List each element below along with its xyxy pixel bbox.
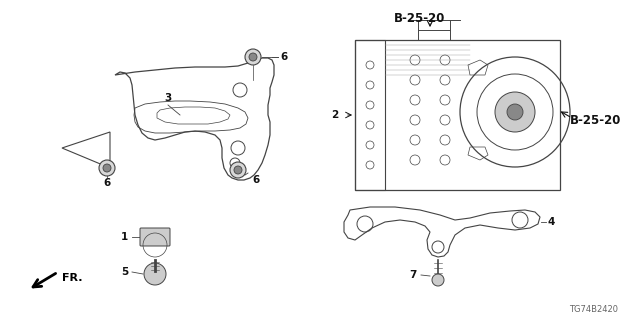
- Text: 7: 7: [410, 270, 417, 280]
- Circle shape: [249, 53, 257, 61]
- Text: 6: 6: [280, 52, 287, 62]
- Text: TG74B2420: TG74B2420: [569, 306, 618, 315]
- Circle shape: [245, 49, 261, 65]
- Circle shape: [230, 162, 246, 178]
- Text: 6: 6: [104, 178, 111, 188]
- Text: B-25-20: B-25-20: [394, 12, 445, 25]
- Text: 5: 5: [121, 267, 128, 277]
- Text: B-25-20: B-25-20: [570, 114, 621, 126]
- Circle shape: [507, 104, 523, 120]
- Circle shape: [103, 164, 111, 172]
- Text: 3: 3: [164, 93, 172, 103]
- Text: 2: 2: [331, 110, 338, 120]
- Text: 6: 6: [252, 175, 259, 185]
- Circle shape: [432, 274, 444, 286]
- Text: 1: 1: [121, 232, 128, 242]
- Text: 4: 4: [548, 217, 556, 227]
- Circle shape: [144, 263, 166, 285]
- Circle shape: [99, 160, 115, 176]
- FancyBboxPatch shape: [140, 228, 170, 246]
- Circle shape: [234, 166, 242, 174]
- Text: FR.: FR.: [62, 273, 83, 283]
- Circle shape: [495, 92, 535, 132]
